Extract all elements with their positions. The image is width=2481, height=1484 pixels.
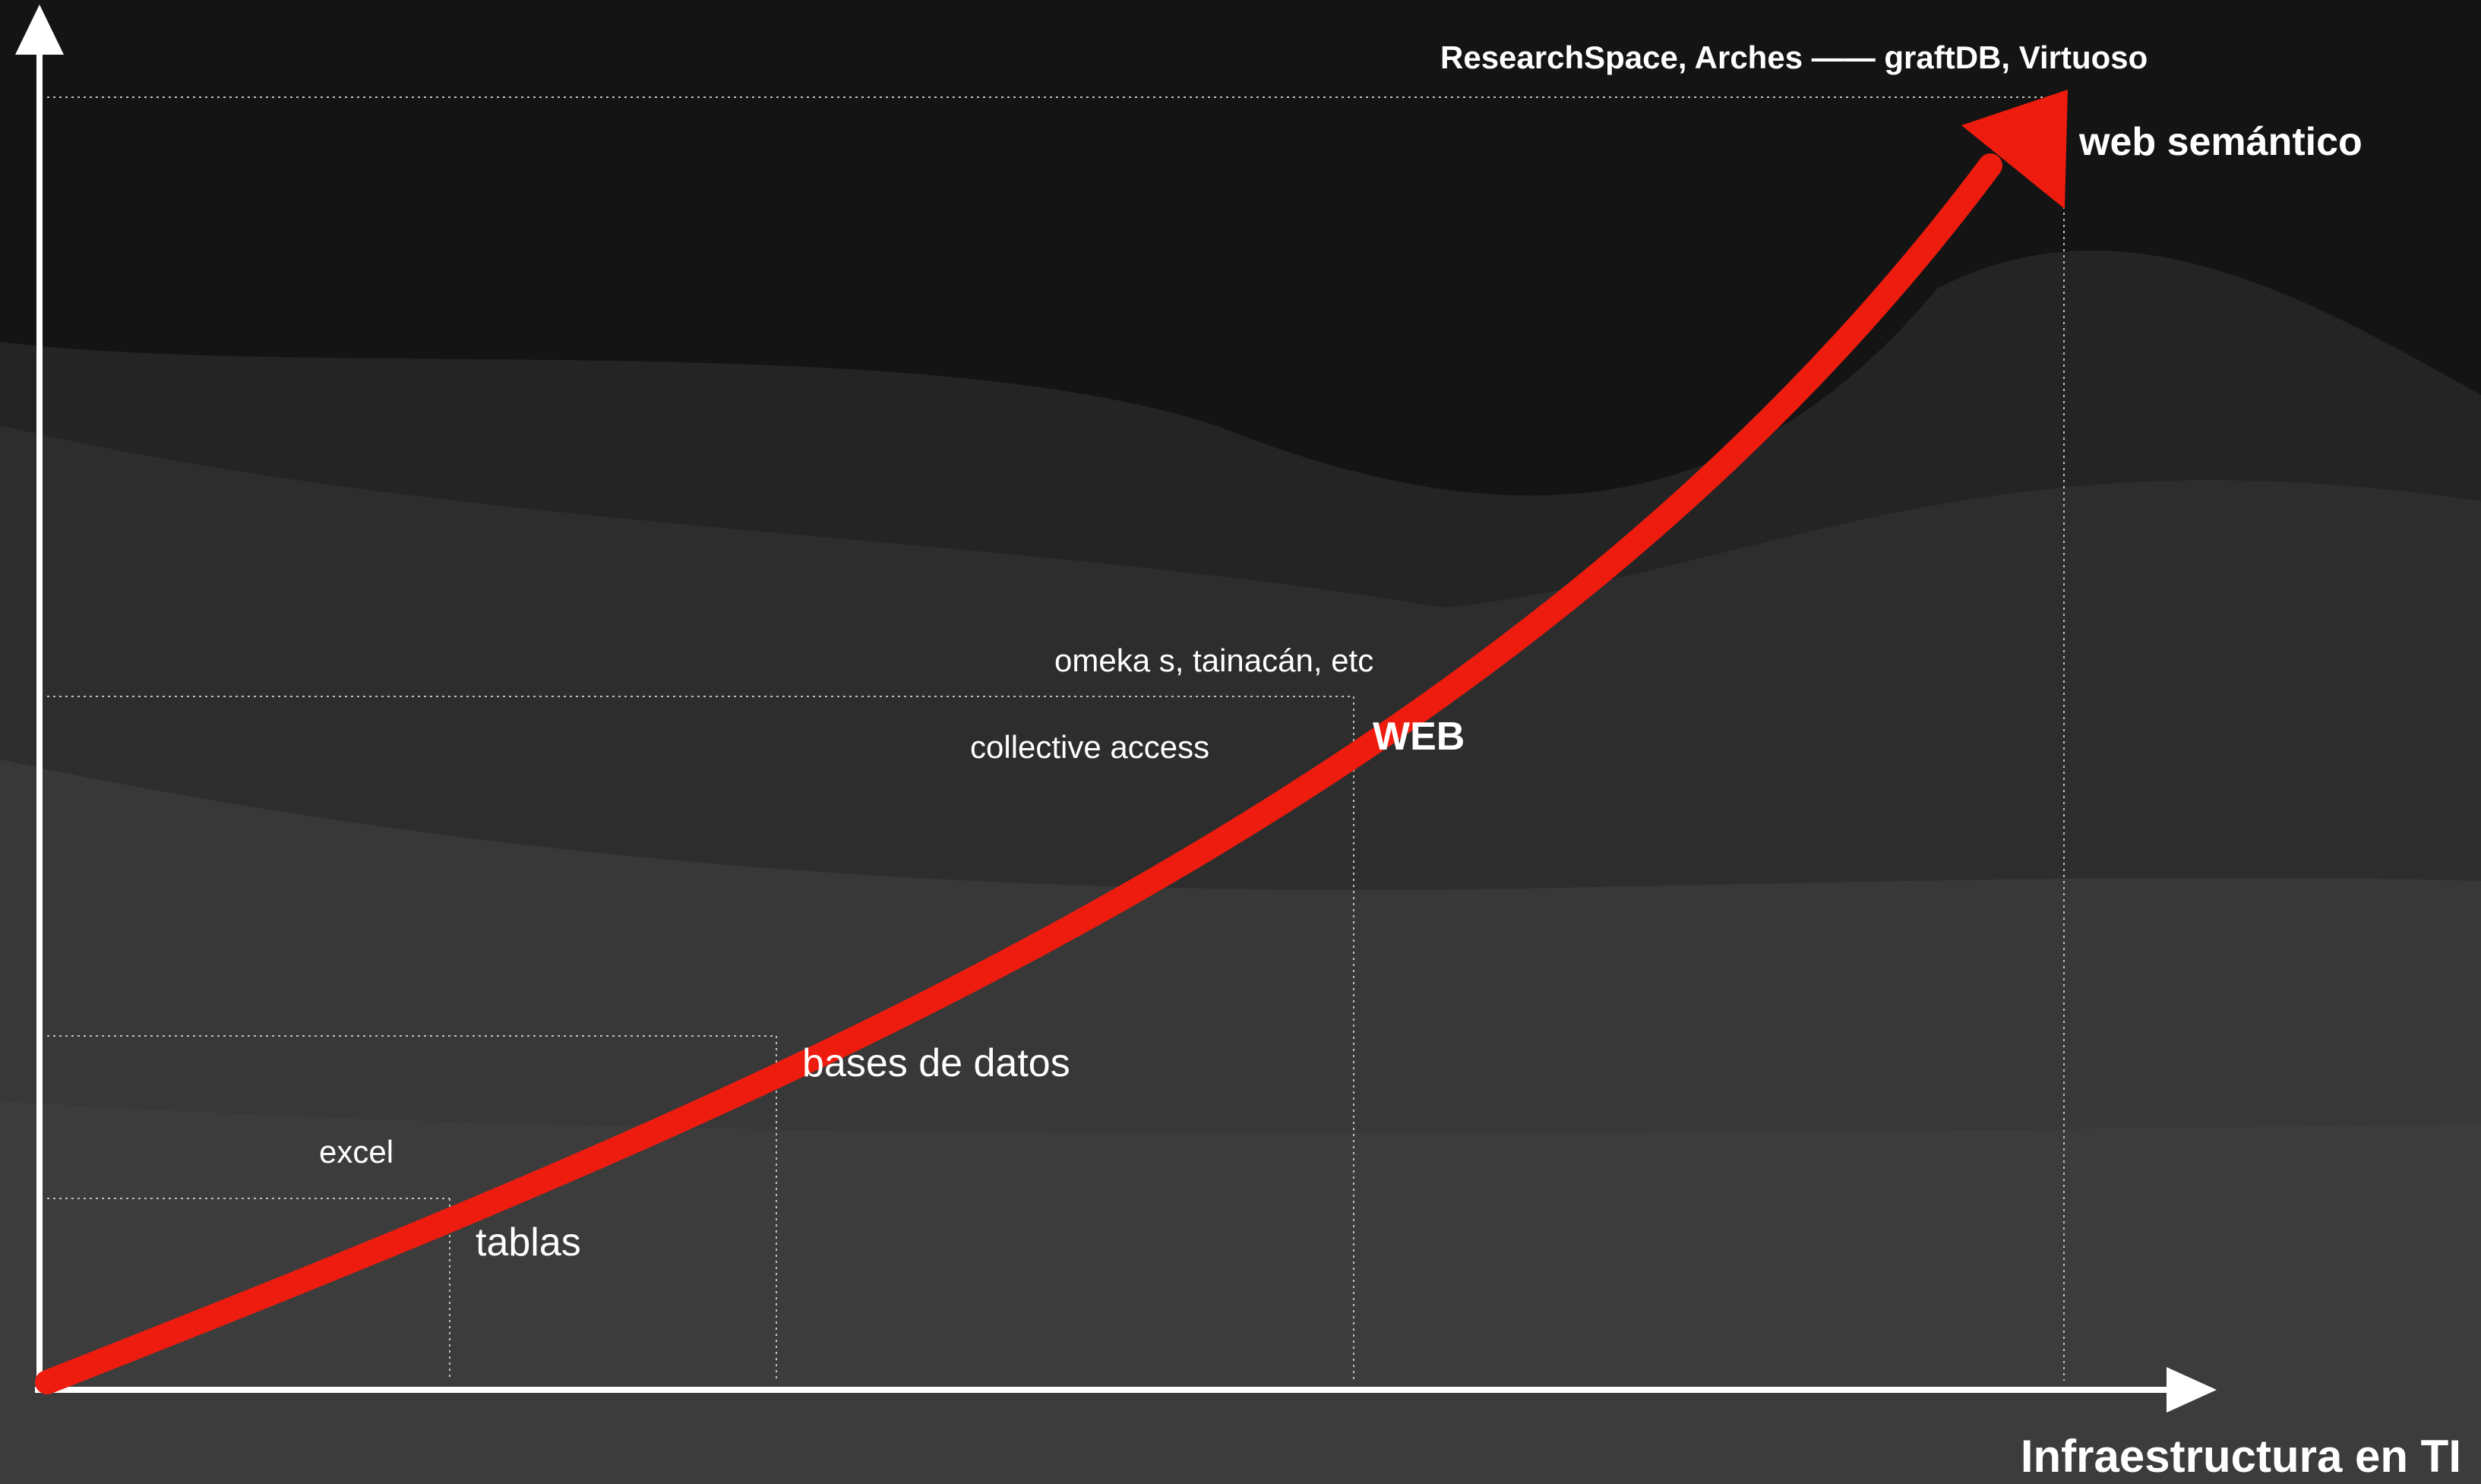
stage-label-semantic-web: web semántico [2079,120,2362,164]
top-annotation: ResearchSpace, Arches —— graftDB, Virtuo… [1440,39,2148,75]
web-tools-below: collective access [970,729,1210,765]
tablas-tools: excel [319,1134,394,1170]
x-axis-arrowhead [2167,1367,2217,1413]
stage-label-web: WEB [1373,715,1465,759]
x-axis [35,1367,2217,1413]
stage-label-bases-de-datos: bases de datos [802,1041,1070,1085]
y-axis-arrowhead [15,5,64,55]
web-tools-above: omeka s, tainacán, etc [1054,643,1374,678]
y-axis [15,5,64,1393]
growth-arrow [35,90,2068,1394]
stage-label-tablas: tablas [476,1220,581,1265]
growth-arrowhead [1961,90,2068,209]
x-axis-label: Infraestructura en TI [2020,1431,2461,1482]
